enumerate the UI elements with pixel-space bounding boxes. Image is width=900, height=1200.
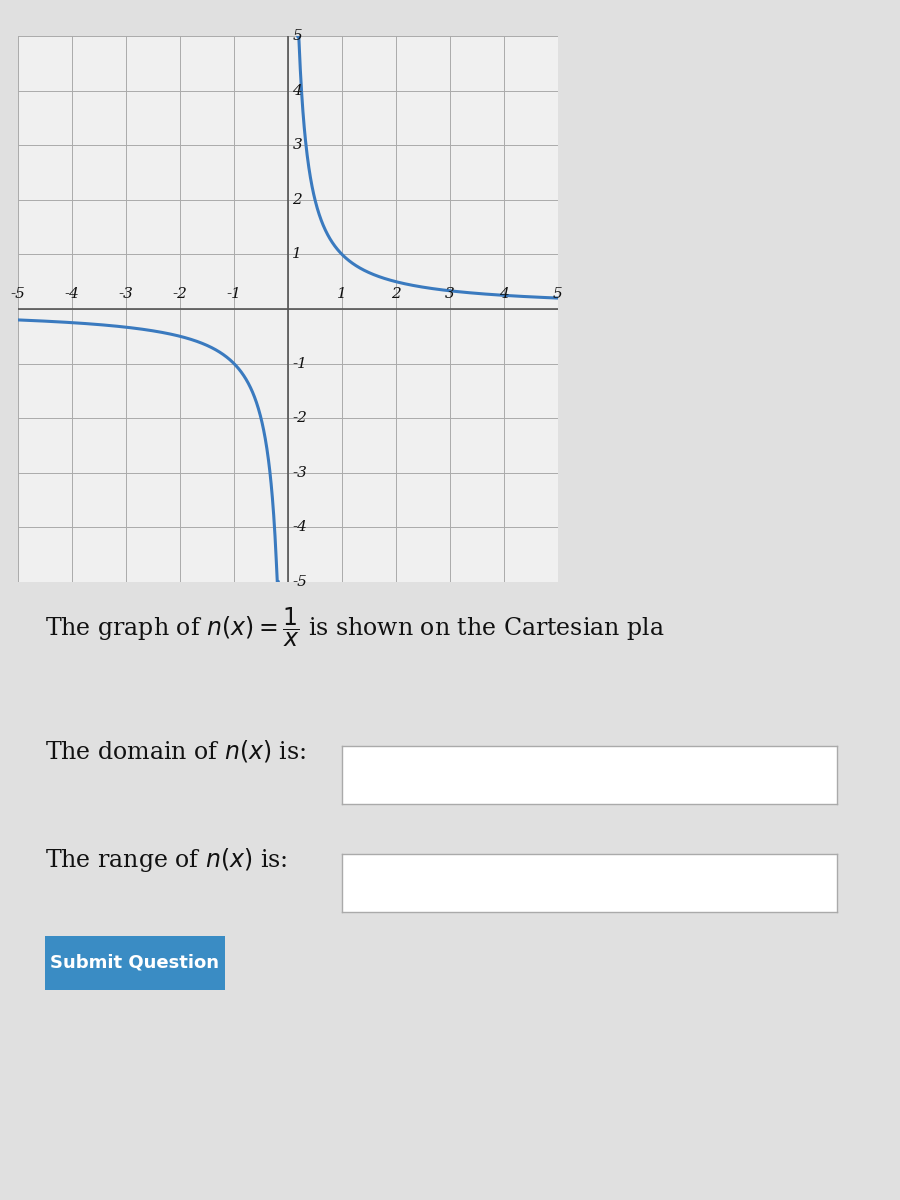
- Text: -5: -5: [11, 287, 25, 301]
- Text: -4: -4: [292, 521, 307, 534]
- Text: The range of $n(x)$ is:: The range of $n(x)$ is:: [45, 846, 287, 874]
- Text: 5: 5: [554, 287, 562, 301]
- Text: 4: 4: [500, 287, 508, 301]
- Text: 2: 2: [392, 287, 400, 301]
- Text: 1: 1: [338, 287, 346, 301]
- Text: -3: -3: [119, 287, 133, 301]
- Text: -2: -2: [173, 287, 187, 301]
- Text: 5: 5: [292, 29, 302, 43]
- Text: 1: 1: [292, 247, 302, 262]
- Text: -2: -2: [292, 412, 307, 425]
- Text: -5: -5: [292, 575, 307, 589]
- Text: The graph of $n(x) = \dfrac{1}{x}$ is shown on the Cartesian pla: The graph of $n(x) = \dfrac{1}{x}$ is sh…: [45, 606, 664, 649]
- Text: -4: -4: [65, 287, 79, 301]
- Text: -1: -1: [292, 356, 307, 371]
- Text: -3: -3: [292, 466, 307, 480]
- Text: -1: -1: [227, 287, 241, 301]
- Text: The domain of $n(x)$ is:: The domain of $n(x)$ is:: [45, 738, 306, 764]
- Text: 4: 4: [292, 84, 302, 97]
- Text: 3: 3: [446, 287, 454, 301]
- Text: Submit Question: Submit Question: [50, 954, 220, 972]
- Text: 2: 2: [292, 193, 302, 206]
- Text: 3: 3: [292, 138, 302, 152]
